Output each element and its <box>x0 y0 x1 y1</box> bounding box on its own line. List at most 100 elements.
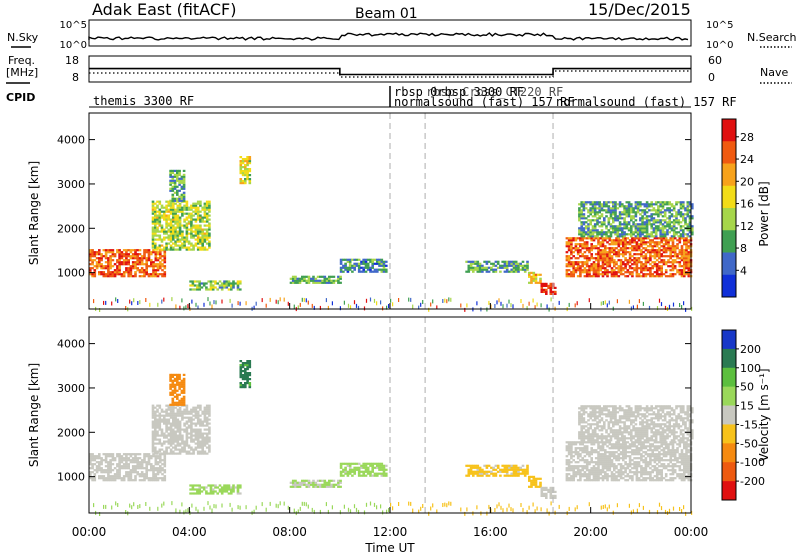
power-echo-cell <box>602 251 605 253</box>
power-clutter-cell <box>679 303 680 307</box>
power-echo-cell <box>608 205 611 207</box>
power-echo-cell <box>682 225 685 227</box>
power-echo-cell <box>572 251 575 253</box>
power-echo-cell <box>619 221 622 223</box>
velocity-echo-cell <box>183 386 186 388</box>
power-echo-cell <box>528 274 531 276</box>
power-echo-cell <box>579 265 582 267</box>
power-echo-cell <box>679 241 682 243</box>
velocity-echo-cell <box>595 461 598 463</box>
power-echo-cell <box>204 213 207 215</box>
power-echo-cell <box>575 271 578 273</box>
power-echo-cell <box>192 282 195 284</box>
power-echo-cell <box>541 287 544 289</box>
power-echo-cell <box>148 265 151 267</box>
power-echo-cell <box>589 213 592 215</box>
power-echo-cell <box>183 200 186 202</box>
velocity-echo-cell <box>524 471 527 473</box>
velocity-echo-cell <box>98 455 101 457</box>
velocity-echo-cell <box>649 473 652 475</box>
power-echo-cell <box>161 263 164 265</box>
velocity-echo-cell <box>590 469 593 471</box>
power-echo-cell <box>609 237 612 239</box>
velocity-echo-cell <box>340 471 343 473</box>
velocity-echo-cell <box>599 473 602 475</box>
velocity-echo-cell <box>199 453 202 455</box>
velocity-echo-cell <box>164 455 167 457</box>
power-echo-cell <box>154 213 157 215</box>
velocity-echo-cell <box>105 479 108 481</box>
power-echo-cell <box>176 198 179 200</box>
power-clutter-cell <box>522 304 523 308</box>
power-echo-cell <box>588 271 591 273</box>
power-echo-cell <box>637 211 640 213</box>
velocity-echo-cell <box>645 471 648 473</box>
power-echo-cell <box>601 231 604 233</box>
power-echo-cell <box>195 225 198 227</box>
power-echo-cell <box>610 213 613 215</box>
velocity-echo-cell <box>665 467 668 469</box>
power-echo-cell <box>589 203 592 205</box>
velocity-echo-cell <box>488 475 491 477</box>
power-echo-cell <box>183 184 186 186</box>
power-echo-cell <box>362 271 365 273</box>
power-echo-cell <box>657 227 660 229</box>
velocity-echo-cell <box>533 476 536 478</box>
power-echo-cell <box>610 227 613 229</box>
velocity-echo-cell <box>130 469 133 471</box>
power-echo-cell <box>203 284 206 286</box>
power-echo-cell <box>675 211 678 213</box>
velocity-echo-cell <box>622 467 625 469</box>
power-echo-cell <box>610 225 613 227</box>
velocity-echo-cell <box>319 486 322 488</box>
power-echo-cell <box>358 265 361 267</box>
power-echo-cell <box>669 273 672 275</box>
velocity-echo-cell <box>599 477 602 479</box>
power-echo-cell <box>681 253 684 255</box>
velocity-echo-cell <box>176 378 179 380</box>
velocity-echo-cell <box>492 473 495 475</box>
velocity-echo-cell <box>588 477 591 479</box>
power-echo-cell <box>303 278 306 280</box>
velocity-echo-cell <box>622 477 625 479</box>
velocity-echo-cell <box>638 463 641 465</box>
power-echo-cell <box>610 211 613 213</box>
power-echo-cell <box>103 273 106 275</box>
power-echo-cell <box>347 271 350 273</box>
velocity-echo-cell <box>205 490 208 492</box>
power-echo-cell <box>602 275 605 277</box>
power-echo-cell <box>641 217 644 219</box>
velocity-echo-cell <box>510 467 513 469</box>
velocity-echo-cell <box>148 453 151 455</box>
power-echo-cell <box>584 269 587 271</box>
power-echo-cell <box>358 269 361 271</box>
power-echo-cell <box>155 271 158 273</box>
power-echo-cell <box>199 215 202 217</box>
power-echo-cell <box>526 269 529 271</box>
power-echo-cell <box>152 275 155 277</box>
velocity-echo-cell <box>181 435 184 437</box>
power-echo-cell <box>161 207 164 209</box>
velocity-echo-cell <box>319 480 322 482</box>
power-echo-cell <box>586 249 589 251</box>
velocity-echo-cell <box>103 475 106 477</box>
power-echo-cell <box>598 221 601 223</box>
velocity-echo-cell <box>611 475 614 477</box>
velocity-echo-cell <box>172 441 175 443</box>
noise-left-tick-bottom: 10^0 <box>60 40 87 51</box>
power-echo-cell <box>684 207 687 209</box>
power-echo-cell <box>578 233 581 235</box>
power-echo-cell <box>358 259 361 261</box>
velocity-echo-cells <box>89 360 694 516</box>
power-clutter-cell <box>442 299 443 303</box>
power-echo-cell <box>579 261 582 263</box>
velocity-echo-cell <box>164 463 167 465</box>
power-echo-cell <box>107 269 110 271</box>
power-echo-cell <box>599 251 602 253</box>
power-echo-cell <box>114 273 117 275</box>
power-echo-cell <box>657 207 660 209</box>
power-echo-cell <box>195 227 198 229</box>
power-echo-cell <box>620 259 623 261</box>
